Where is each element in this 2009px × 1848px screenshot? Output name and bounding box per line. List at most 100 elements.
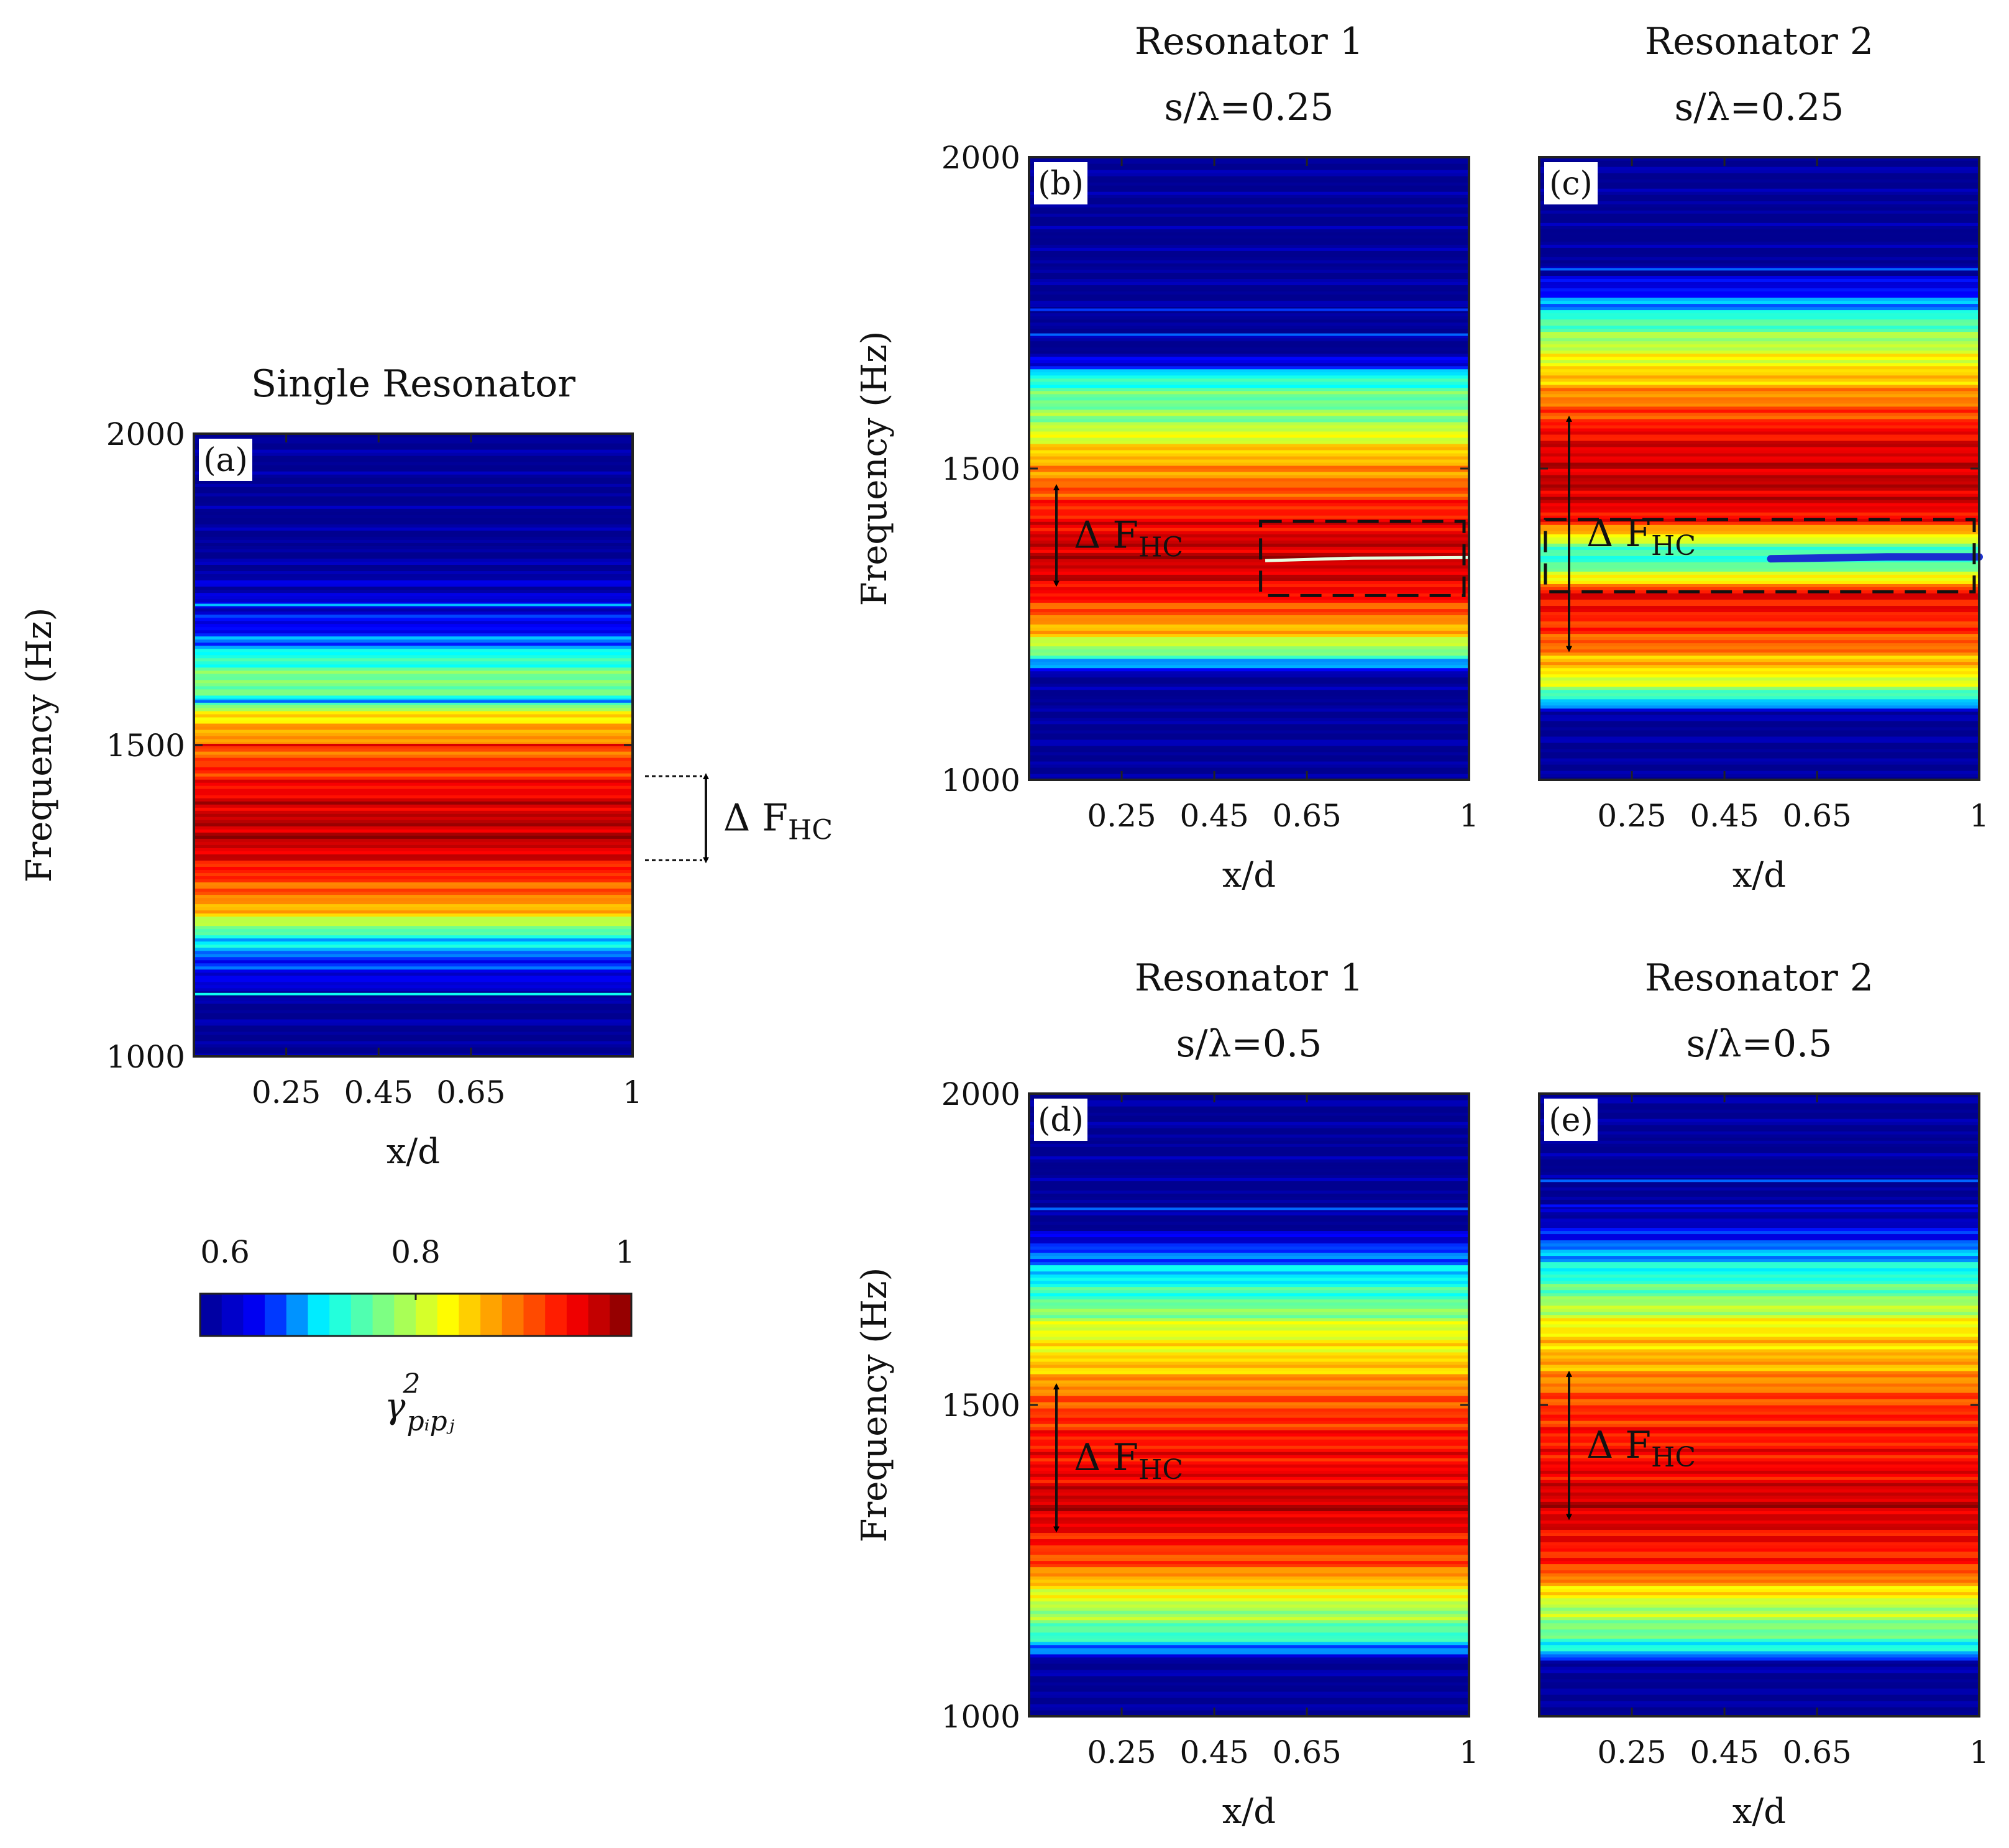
x-tick-label: 1: [1969, 798, 1989, 834]
heatmap-band: [194, 654, 633, 659]
heatmap-band: [1029, 1233, 1469, 1238]
heatmap-band: [194, 462, 633, 465]
heatmap-band: [1539, 1243, 1979, 1247]
heatmap-band: [1539, 1395, 1979, 1399]
heatmap-band: [1029, 1209, 1469, 1212]
heatmap-band: [194, 956, 633, 961]
heatmap-band: [1539, 1392, 1979, 1396]
heatmap-band: [1029, 1094, 1469, 1097]
heatmap-band: [1539, 185, 1979, 189]
heatmap-band: [1029, 210, 1469, 214]
heatmap-band: [194, 801, 633, 805]
heatmap-band: [1029, 472, 1469, 475]
heatmap-band: [194, 589, 633, 593]
heatmap-band: [1539, 1523, 1979, 1527]
heatmap-band: [1029, 1355, 1469, 1359]
heatmap-band: [194, 761, 633, 764]
heatmap-band: [1539, 754, 1979, 759]
heatmap-band: [1539, 1576, 1979, 1580]
heatmap-band: [194, 981, 633, 986]
heatmap-band: [1539, 1408, 1979, 1412]
heatmap-band: [1539, 528, 1979, 531]
heatmap-band: [194, 900, 633, 905]
heatmap-band: [1539, 773, 1979, 777]
heatmap: [1029, 157, 1469, 780]
heatmap-band: [1029, 1134, 1469, 1138]
coherence-streak: [1767, 553, 1983, 563]
heatmap-band: [1029, 1523, 1469, 1527]
heatmap-band: [194, 1006, 633, 1010]
heatmap-band: [1539, 421, 1979, 426]
heatmap-band: [1029, 661, 1469, 666]
heatmap-band: [194, 928, 633, 933]
heatmap-band: [194, 664, 633, 668]
heatmap-band: [1029, 683, 1469, 687]
x-tick-label: 0.25: [252, 1074, 321, 1110]
heatmap-band: [1029, 1376, 1469, 1381]
heatmap-band: [1029, 431, 1469, 435]
heatmap-band: [1539, 375, 1979, 379]
heatmap-band: [1029, 275, 1469, 279]
heatmap-band: [1539, 387, 1979, 391]
heatmap-band: [1029, 587, 1469, 590]
heatmap-band: [1539, 325, 1979, 329]
heatmap-band: [1539, 1302, 1979, 1306]
heatmap-band: [194, 860, 633, 864]
heatmap-band: [1539, 1545, 1979, 1549]
heatmap-band: [1029, 1336, 1469, 1340]
x-tick-label: 0.45: [344, 1074, 413, 1110]
heatmap-band: [1539, 580, 1979, 584]
heatmap-band: [1539, 1458, 1979, 1461]
heatmap-band: [1029, 1100, 1469, 1104]
heatmap-band: [1029, 540, 1469, 544]
heatmap-band: [1029, 428, 1469, 432]
heatmap-band: [1029, 615, 1469, 619]
heatmap-band: [1539, 1520, 1979, 1524]
heatmap-band: [194, 468, 633, 472]
heatmap-band: [1539, 1492, 1979, 1496]
heatmap-band: [194, 832, 633, 836]
heatmap-band: [1029, 1261, 1469, 1266]
heatmap-band: [1029, 1178, 1469, 1181]
heatmap-band: [1029, 1252, 1469, 1256]
heatmap-band: [1539, 1178, 1979, 1181]
heatmap-band: [1539, 524, 1979, 528]
heatmap-band: [1029, 624, 1469, 628]
heatmap-band: [1029, 219, 1469, 223]
heatmap-band: [1539, 403, 1979, 407]
heatmap-band: [1539, 160, 1979, 164]
heatmap-band: [1029, 347, 1469, 351]
heatmap-band: [1539, 1452, 1979, 1455]
heatmap-band: [194, 997, 633, 1001]
colorbar: 0.6 0.8 1 γ2 pᵢpⱼ: [199, 1234, 635, 1437]
heatmap-band: [1029, 633, 1469, 638]
heatmap-band: [1539, 583, 1979, 587]
heatmap-band: [1029, 1153, 1469, 1156]
heatmap-band: [1029, 646, 1469, 650]
heatmap-band: [1539, 1190, 1979, 1194]
heatmap-band: [1539, 1511, 1979, 1514]
heatmap-band: [1029, 630, 1469, 634]
heatmap-band: [1029, 325, 1469, 329]
panel-title: Resonator 2: [1645, 956, 1874, 1000]
heatmap: [1029, 1094, 1469, 1717]
heatmap-band: [194, 580, 633, 584]
heatmap-band: [1539, 222, 1979, 226]
heatmap-band: [1029, 1594, 1469, 1599]
heatmap-band: [1029, 770, 1469, 774]
heatmap-band: [194, 1015, 633, 1020]
heatmap-band: [1539, 306, 1979, 311]
heatmap-band: [1029, 238, 1469, 242]
heatmap-band: [1029, 1193, 1469, 1197]
heatmap-band: [1539, 1504, 1979, 1508]
y-tick-label: 1500: [106, 728, 185, 764]
heatmap-band: [1029, 1320, 1469, 1325]
heatmap-band: [1029, 475, 1469, 478]
heatmap-band: [1539, 1514, 1979, 1517]
heatmap-band: [1539, 1470, 1979, 1474]
heatmap-band: [194, 536, 633, 540]
heatmap-band: [1539, 1539, 1979, 1543]
heatmap-band: [1029, 1230, 1469, 1235]
heatmap-band: [1539, 776, 1979, 780]
heatmap-band: [1539, 1112, 1979, 1116]
